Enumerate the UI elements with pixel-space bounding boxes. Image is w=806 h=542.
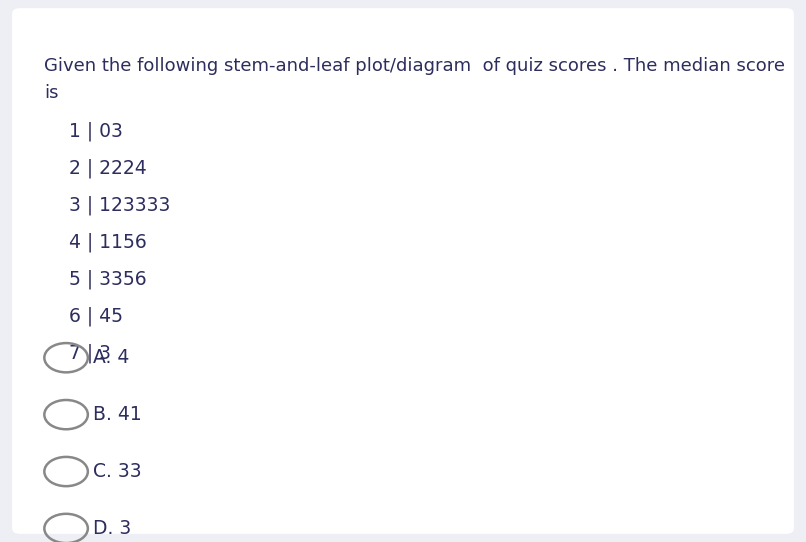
Text: 1 | 03: 1 | 03: [69, 122, 123, 141]
Text: 4 | 1156: 4 | 1156: [69, 233, 146, 252]
Text: 6 | 45: 6 | 45: [69, 306, 123, 326]
Text: D. 3: D. 3: [93, 519, 131, 538]
Text: 7 | 3: 7 | 3: [69, 343, 110, 363]
Text: is: is: [44, 84, 59, 102]
Text: Given the following stem-and-leaf plot/diagram  of quiz scores . The median scor: Given the following stem-and-leaf plot/d…: [44, 57, 785, 75]
Text: C. 33: C. 33: [93, 462, 141, 481]
Text: B. 41: B. 41: [93, 405, 141, 424]
Text: 2 | 2224: 2 | 2224: [69, 159, 146, 178]
Text: 5 | 3356: 5 | 3356: [69, 269, 146, 289]
Text: 3 | 123333: 3 | 123333: [69, 196, 170, 215]
Text: A. 4: A. 4: [93, 348, 129, 367]
